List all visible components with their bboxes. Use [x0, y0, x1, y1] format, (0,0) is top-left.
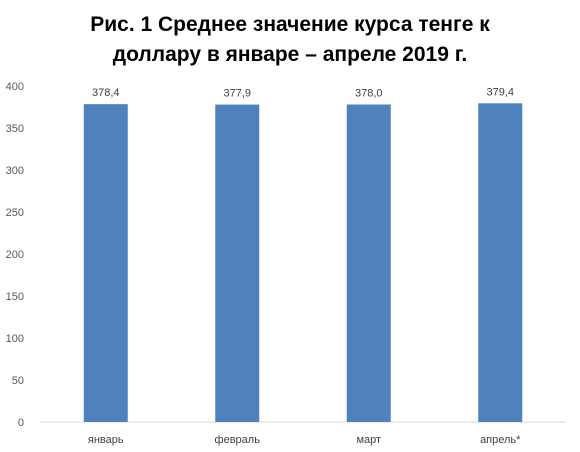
data-label: 378,4 [92, 87, 120, 99]
data-label: 379,4 [486, 86, 514, 98]
y-tick-label: 400 [6, 81, 24, 93]
x-tick-label: март [356, 434, 381, 446]
y-tick-label: 0 [18, 417, 24, 429]
y-tick-label: 150 [6, 291, 24, 303]
bar [215, 104, 260, 423]
y-tick-label: 100 [6, 333, 24, 345]
chart-title-line-1: Рис. 1 Среднее значение курса тенге к [90, 13, 490, 36]
bar [346, 104, 391, 422]
x-tick-label: январь [88, 434, 124, 446]
y-tick-label: 200 [6, 249, 24, 261]
chart-title: Рис. 1 Среднее значение курса тенге к до… [0, 10, 580, 70]
data-label: 377,9 [223, 88, 251, 100]
bar [478, 103, 523, 422]
data-label: 378,0 [355, 87, 383, 99]
bar [83, 104, 128, 423]
x-tick-label: апрель* [480, 434, 521, 446]
y-tick-label: 300 [6, 165, 24, 177]
x-tick-label: февраль [215, 434, 261, 446]
y-tick-label: 50 [12, 375, 24, 387]
y-tick-label: 250 [6, 207, 24, 219]
y-tick-label: 350 [6, 123, 24, 135]
chart-title-line-2: доллару в январе – апреле 2019 г. [112, 43, 468, 66]
